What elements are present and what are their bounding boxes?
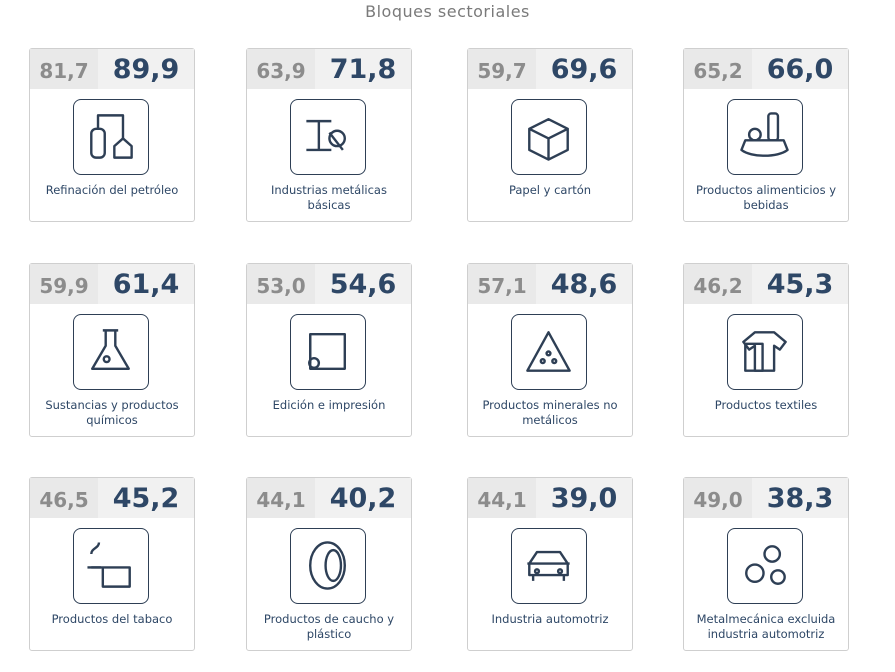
card-header: 46,5 45,2 — [30, 478, 194, 518]
current-value: 69,6 — [550, 54, 618, 85]
current-value: 71,8 — [329, 54, 397, 85]
sector-card: 81,7 89,9 Refinación del petróleo — [29, 48, 195, 222]
card-header: 46,2 45,3 — [684, 264, 848, 304]
previous-value: 46,5 — [30, 478, 98, 518]
current-value: 54,6 — [329, 269, 397, 300]
sector-card: 59,9 61,4 Sustancias y productos químicos — [29, 263, 195, 437]
icon-glyph — [91, 329, 130, 370]
sector-card: 53,0 54,6 Edición e impresión — [246, 263, 412, 437]
card-header: 53,0 54,6 — [247, 264, 411, 304]
page-title: Bloques sectoriales — [365, 2, 530, 21]
current-value: 40,2 — [329, 483, 397, 514]
card-header: 65,2 66,0 — [684, 49, 848, 89]
sector-card: 44,1 39,0 Industria automotriz — [467, 477, 633, 651]
card-header: 44,1 39,0 — [468, 478, 632, 518]
previous-value: 44,1 — [247, 478, 315, 518]
icon-glyph — [527, 550, 570, 581]
sector-label: Productos alimenticios y bebidas — [695, 183, 837, 212]
current-value: 45,3 — [766, 269, 834, 300]
icon-glyph — [308, 333, 346, 370]
previous-value: 59,9 — [30, 264, 98, 304]
card-header: 57,1 48,6 — [468, 264, 632, 304]
current-value: 39,0 — [550, 483, 618, 514]
current-value: 89,9 — [112, 54, 180, 85]
card-header: 49,0 38,3 — [684, 478, 848, 518]
sector-card: 59,7 69,6 Papel y cartón — [467, 48, 633, 222]
sector-label: Industria automotriz — [491, 612, 609, 626]
card-header: 63,9 71,8 — [247, 49, 411, 89]
sector-card: 46,2 45,3 Productos textiles — [683, 263, 849, 437]
icon-glyph — [309, 541, 346, 590]
sector-icon — [73, 99, 149, 175]
current-value: 38,3 — [766, 483, 834, 514]
sector-label: Papel y cartón — [508, 183, 592, 197]
sector-icon — [727, 528, 803, 604]
sector-card: 57,1 48,6 Productos minerales no metálicos — [467, 263, 633, 437]
sector-label: Industrias metálicas básicas — [271, 183, 387, 212]
sector-icon — [290, 528, 366, 604]
current-value: 66,0 — [766, 54, 834, 85]
previous-value: 46,2 — [684, 264, 752, 304]
previous-value: 63,9 — [247, 49, 315, 89]
current-value: 48,6 — [550, 269, 618, 300]
current-value: 61,4 — [112, 269, 180, 300]
icon-glyph — [306, 119, 346, 152]
icon-glyph — [742, 331, 787, 372]
previous-value: 65,2 — [684, 49, 752, 89]
sector-label: Productos de caucho y plástico — [263, 612, 395, 641]
card-header: 81,7 89,9 — [30, 49, 194, 89]
icon-glyph — [90, 114, 133, 159]
sector-label: Metalmecánica excluida industria automot… — [696, 612, 836, 641]
previous-value: 81,7 — [30, 49, 98, 89]
sector-icon — [727, 314, 803, 390]
sector-label: Edición e impresión — [272, 398, 386, 412]
sector-card: 44,1 40,2 Productos de caucho y plástico — [246, 477, 412, 651]
card-header: 59,9 61,4 — [30, 264, 194, 304]
previous-value: 53,0 — [247, 264, 315, 304]
sector-icon — [73, 528, 149, 604]
sector-label: Refinación del petróleo — [45, 183, 179, 197]
sector-icon — [511, 528, 587, 604]
sector-icon — [73, 314, 149, 390]
sector-card: 65,2 66,0 Productos alimenticios y bebidas — [683, 48, 849, 222]
sector-icon — [290, 99, 366, 175]
sector-label: Productos del tabaco — [51, 612, 173, 626]
previous-value: 49,0 — [684, 478, 752, 518]
card-header: 59,7 69,6 — [468, 49, 632, 89]
sector-label: Sustancias y productos químicos — [45, 398, 179, 427]
previous-value: 59,7 — [468, 49, 536, 89]
sector-card: 46,5 45,2 Productos del tabaco — [29, 477, 195, 651]
previous-value: 57,1 — [468, 264, 536, 304]
current-value: 45,2 — [112, 483, 180, 514]
sector-card: 49,0 38,3 Metalmecánica excluida industria… — [683, 477, 849, 651]
sector-label: Productos minerales no metálicos — [482, 398, 618, 427]
icon-glyph — [745, 545, 786, 585]
icon-glyph — [740, 112, 789, 157]
sector-icon — [727, 99, 803, 175]
previous-value: 44,1 — [468, 478, 536, 518]
sector-label: Productos textiles — [714, 398, 818, 412]
card-header: 44,1 40,2 — [247, 478, 411, 518]
sector-icon — [511, 314, 587, 390]
icon-glyph — [528, 118, 569, 161]
sector-card: 63,9 71,8 Industrias metálicas básicas — [246, 48, 412, 222]
icon-glyph — [526, 331, 571, 372]
sector-icon — [290, 314, 366, 390]
icon-glyph — [87, 542, 131, 588]
sector-icon — [511, 99, 587, 175]
